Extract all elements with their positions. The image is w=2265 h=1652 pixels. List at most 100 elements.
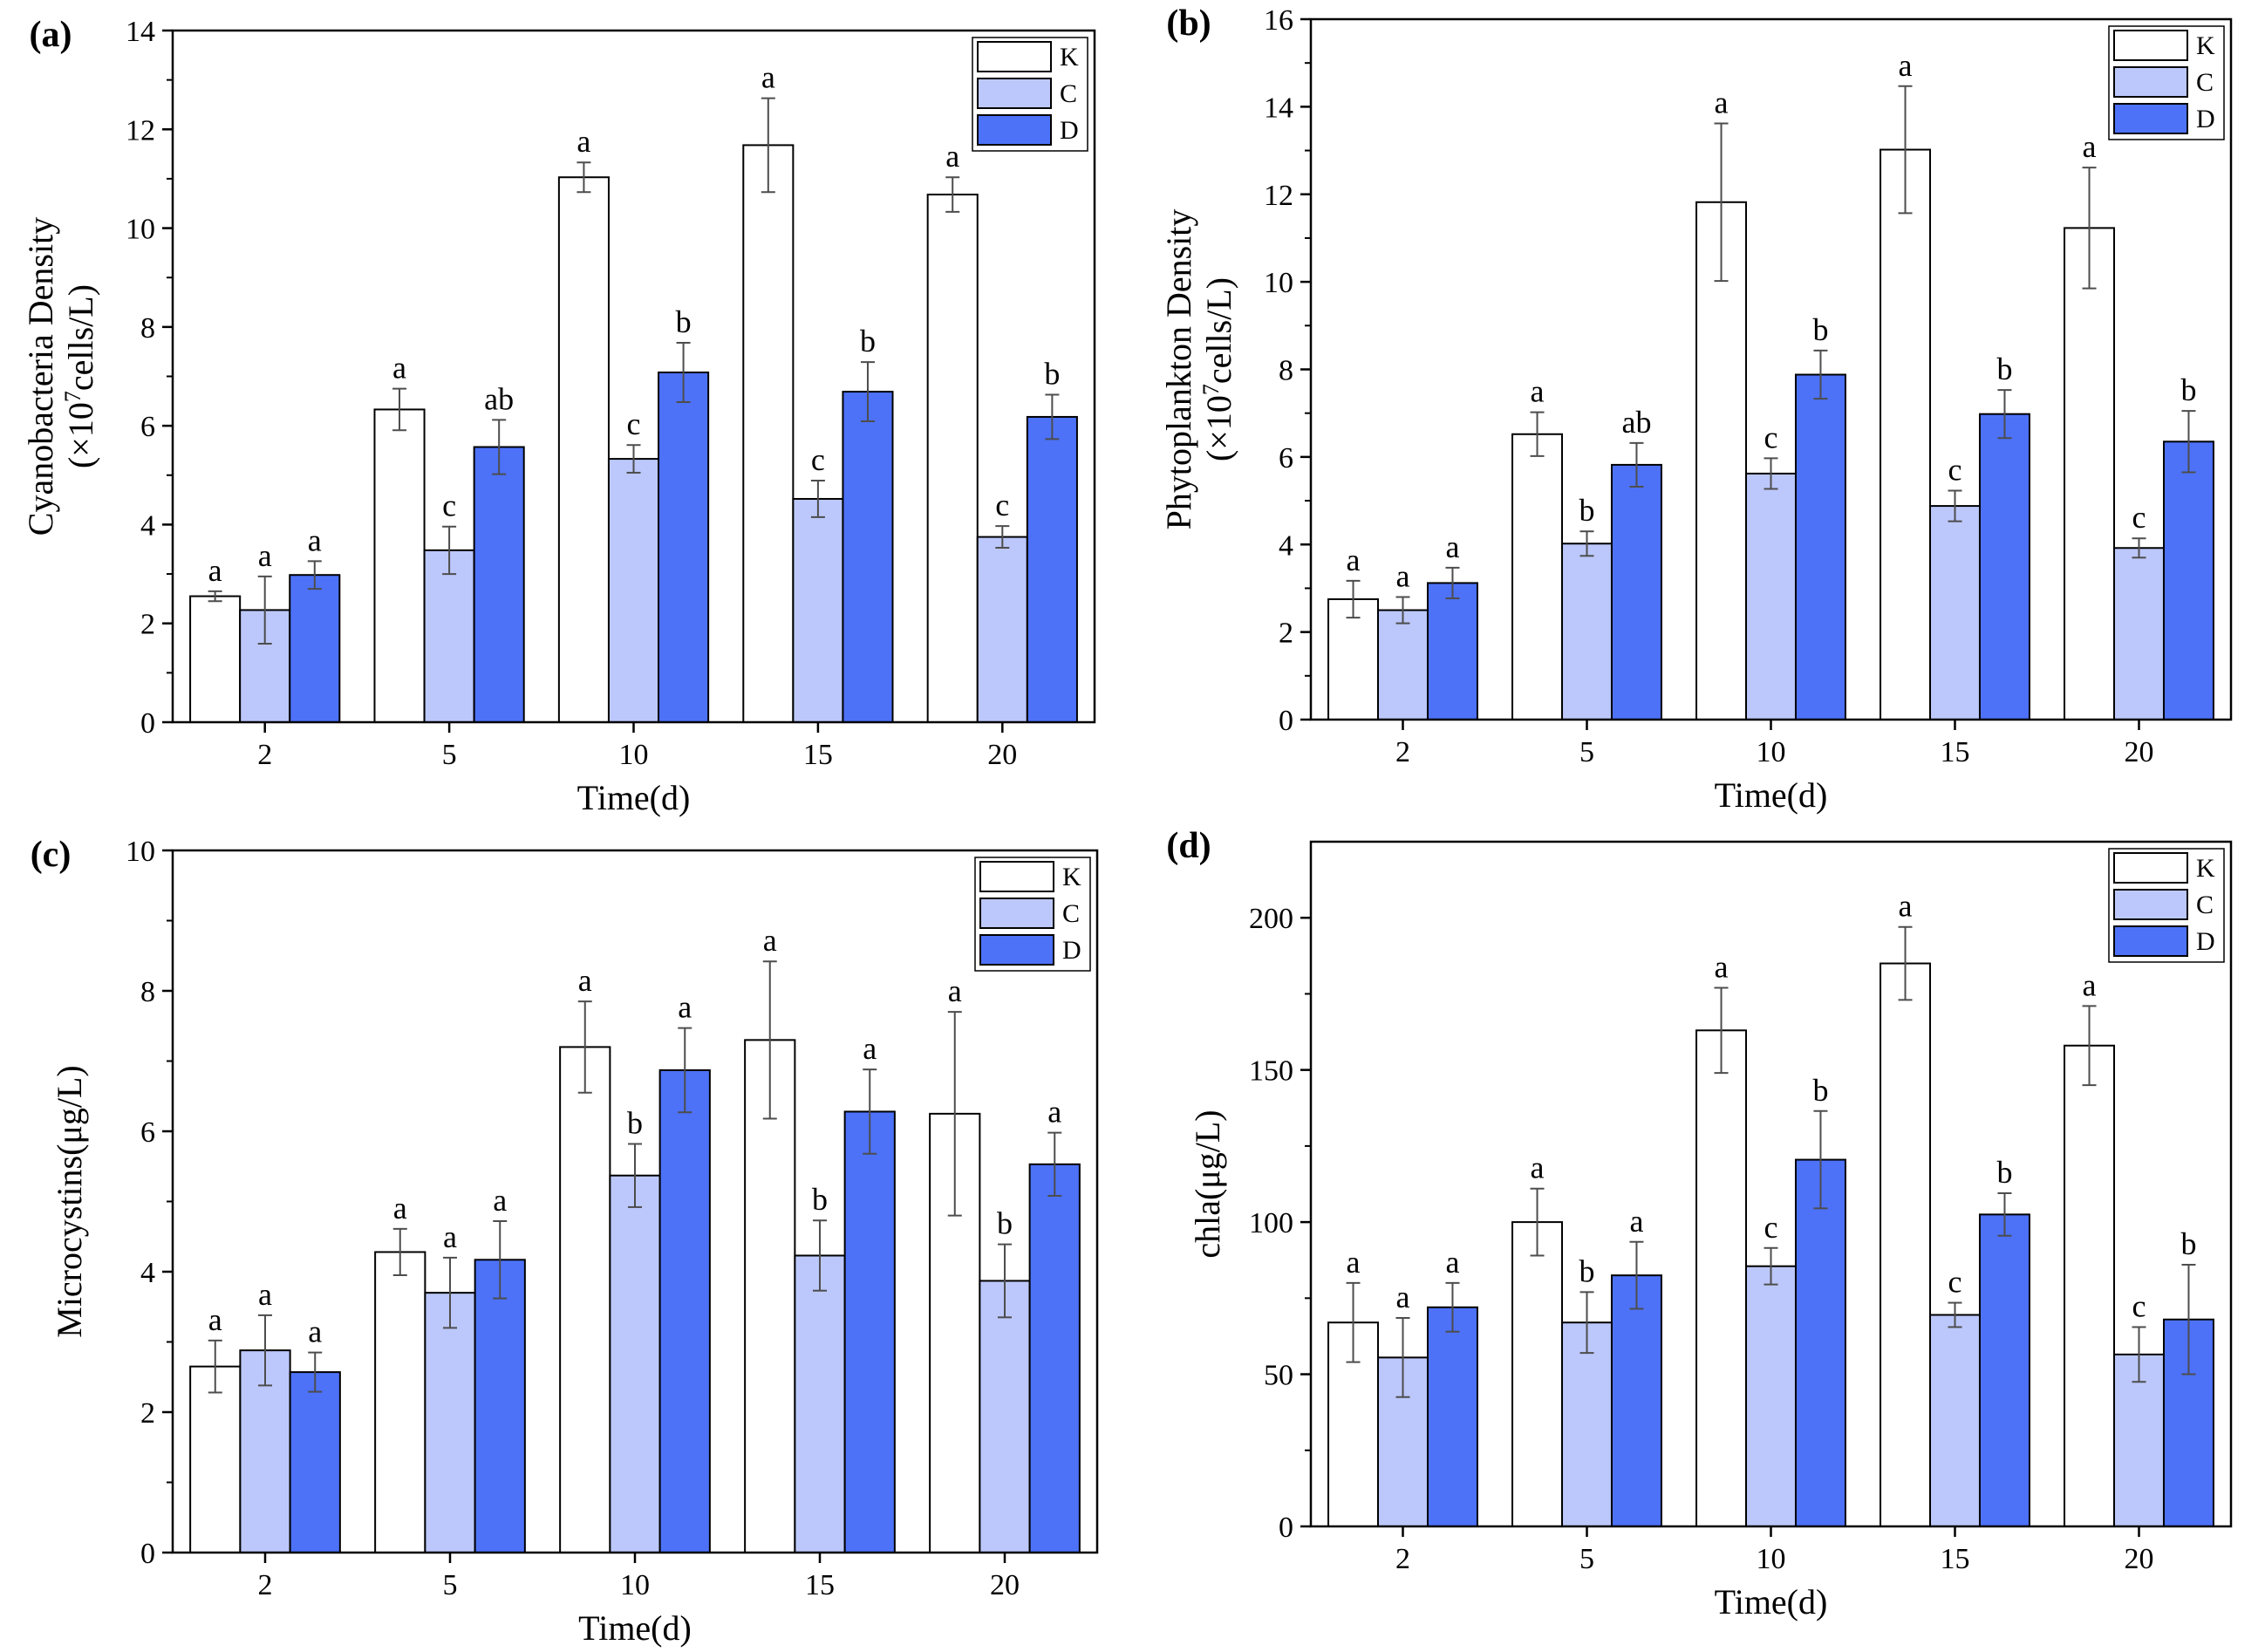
y-axis-title-line1: Cyanobacteria Density <box>21 217 60 536</box>
bar-k <box>189 595 242 724</box>
error-bar <box>1764 1246 1778 1286</box>
error-bar <box>863 1068 877 1155</box>
bar-k <box>1511 433 1564 720</box>
bar-c <box>979 1280 1031 1553</box>
error-bar <box>1813 349 1828 400</box>
error-bar <box>1714 122 1729 283</box>
y-axis-title-line2: (×107cells/L) <box>60 284 100 468</box>
significance-label: b <box>1579 1253 1595 1288</box>
error-bar <box>308 1351 323 1393</box>
y-tick-label: 2 <box>140 1397 155 1430</box>
legend-swatch-d <box>2113 103 2188 134</box>
y-tick-label: 8 <box>140 312 155 345</box>
error-bar <box>1579 1291 1594 1355</box>
significance-label: a <box>1531 1150 1545 1185</box>
x-tick-label: 10 <box>619 739 649 771</box>
error-bar <box>1948 489 1962 522</box>
significance-label: a <box>1899 48 1913 83</box>
y-axis-title-line2: (×107cells/L) <box>1198 277 1238 461</box>
bar-d <box>1978 1213 2030 1528</box>
error-bar <box>998 1243 1012 1319</box>
legend-swatch-k <box>977 41 1052 72</box>
error-bar <box>1997 389 2012 440</box>
bar-k <box>373 408 426 723</box>
y-tick-label: 10 <box>126 836 155 868</box>
bar-c <box>1929 1314 1981 1527</box>
significance-label: a <box>1629 1204 1643 1239</box>
bar-d <box>289 574 341 723</box>
x-tick-label: 5 <box>1579 736 1594 768</box>
error-bar <box>813 1219 827 1292</box>
bar-c <box>1561 543 1613 721</box>
y-axis-title-prefix: (×10 <box>61 402 100 468</box>
significance-label: a <box>258 538 272 573</box>
panel-label: (a) <box>30 15 72 55</box>
error-bar <box>995 525 1010 550</box>
y-tick-label: 14 <box>126 16 155 48</box>
significance-label: a <box>2083 967 2097 1002</box>
bar-c <box>976 536 1028 724</box>
chart-panel-c: a a a a a a a b b b a a a a a 0 2 4 6 8 10 2 5 10 15 20 Time(d) Mic… <box>31 835 1099 1648</box>
significance-label: a <box>578 963 592 998</box>
bar-d <box>1426 582 1478 720</box>
x-tick-label: 15 <box>1941 736 1970 768</box>
significance-label: c <box>1764 1210 1778 1245</box>
significance-label: a <box>1445 1245 1459 1280</box>
x-tick-label: 10 <box>1757 1543 1786 1575</box>
bar-d <box>842 391 894 723</box>
significance-label: a <box>1347 1245 1361 1280</box>
significance-label: a <box>1715 949 1729 984</box>
legend-label-d: D <box>1062 936 1081 965</box>
significance-label: a <box>1347 543 1361 577</box>
y-axis-title: Microcystins(μg/L) <box>50 1065 89 1338</box>
x-tick-label: 2 <box>258 1569 273 1601</box>
y-axis-title: chla(μg/L) <box>1188 1109 1227 1258</box>
x-axis-title: Time(d) <box>1715 775 1828 815</box>
y-axis-title-suffix: cells/L) <box>1199 277 1238 384</box>
significance-label: a <box>2083 129 2097 164</box>
error-bar <box>1445 1281 1460 1333</box>
x-tick-label: 20 <box>990 1569 1020 1601</box>
y-tick-label: 2 <box>1279 618 1293 650</box>
y-tick-label: 6 <box>140 411 155 443</box>
error-bar <box>860 361 875 423</box>
significance-label: a <box>308 1314 322 1349</box>
x-tick-label: 2 <box>1395 1543 1410 1575</box>
x-axis-title: Time(d) <box>1715 1582 1828 1621</box>
x-tick-label: 10 <box>1757 736 1786 768</box>
significance-label: a <box>948 973 962 1008</box>
y-axis-title-superscript: 7 <box>60 391 85 402</box>
significance-label: b <box>997 1206 1013 1241</box>
legend-swatch-c <box>979 898 1054 929</box>
error-bar <box>442 525 457 576</box>
significance-label: a <box>1531 374 1545 409</box>
significance-label: a <box>392 351 406 386</box>
bar-k <box>1511 1221 1564 1527</box>
legend-label-k: K <box>1062 863 1081 891</box>
significance-label: c <box>1948 1265 1962 1300</box>
x-axis-title: Time(d) <box>577 778 691 817</box>
legend-label-d: D <box>2196 927 2215 956</box>
y-tick-label: 150 <box>1249 1055 1293 1088</box>
bar-d <box>2162 440 2214 720</box>
legend: KCD <box>2108 25 2225 140</box>
bar-k <box>926 194 979 724</box>
y-tick-label: 0 <box>140 1538 155 1570</box>
error-bar <box>1764 457 1778 490</box>
significance-label: b <box>676 304 692 339</box>
error-bar <box>1898 85 1913 215</box>
bar-c <box>609 1174 661 1553</box>
legend-label-k: K <box>1060 43 1079 72</box>
significance-label: a <box>1047 1095 1061 1130</box>
y-tick-label: 4 <box>140 509 155 542</box>
legend: KCD <box>2108 848 2225 963</box>
bar-k <box>742 144 795 723</box>
y-tick-label: 10 <box>126 214 155 246</box>
significance-label: a <box>763 923 777 958</box>
error-bar <box>1395 596 1410 625</box>
bar-k <box>1880 148 1932 720</box>
error-bar <box>1530 411 1545 457</box>
y-tick-label: 0 <box>1279 705 1293 737</box>
error-bar <box>810 480 825 518</box>
legend-swatch-c <box>977 78 1052 109</box>
